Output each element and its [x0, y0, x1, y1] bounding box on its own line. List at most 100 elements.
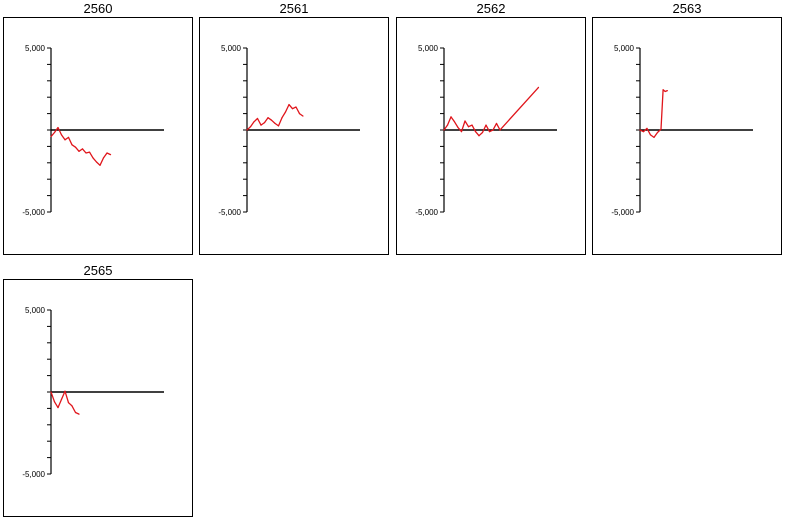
data-point	[246, 129, 248, 131]
data-point	[50, 135, 52, 138]
series-line	[639, 89, 668, 139]
data-point	[492, 129, 494, 131]
data-point	[662, 89, 664, 91]
chart-title: 2565	[83, 263, 113, 278]
data-point	[656, 131, 659, 134]
chart-plot: 5,000 -5,000	[218, 44, 360, 217]
series-line	[443, 86, 539, 137]
y-tick-label: -5,000	[22, 208, 45, 217]
y-tick-label: 5,000	[418, 44, 439, 53]
y-tick-label: -5,000	[611, 208, 634, 217]
data-point	[295, 106, 297, 108]
data-point	[67, 402, 70, 404]
chart-title: 2561	[279, 1, 309, 16]
data-point	[74, 146, 77, 148]
data-point	[481, 131, 484, 134]
chart-panel: 5,000 -5,000	[199, 17, 389, 255]
chart-panel: 5,000 -5,000	[396, 17, 586, 255]
chart-panel: 5,000 -5,000	[3, 17, 193, 255]
data-point	[64, 139, 66, 141]
data-point	[446, 124, 449, 126]
data-point	[642, 131, 645, 133]
data-point	[450, 116, 452, 118]
chart-plot: 5,000 -5,000	[611, 44, 753, 217]
data-point	[274, 122, 276, 125]
data-point	[249, 126, 252, 128]
data-point	[53, 401, 56, 403]
data-point	[660, 128, 662, 130]
data-point	[71, 144, 73, 146]
data-point	[67, 136, 70, 138]
chart-panel: 5,000 -5,000	[3, 279, 193, 517]
data-point	[92, 157, 94, 159]
y-tick-label: -5,000	[415, 208, 438, 217]
data-point	[495, 122, 498, 125]
data-point	[102, 157, 105, 159]
data-point	[281, 117, 283, 119]
data-point	[263, 122, 266, 124]
data-point	[298, 113, 301, 115]
data-point	[485, 124, 487, 126]
y-tick-label: -5,000	[22, 470, 45, 479]
data-point	[256, 117, 259, 120]
y-tick-label: 5,000	[221, 44, 242, 53]
data-point	[88, 151, 91, 153]
data-point	[260, 124, 262, 126]
data-point	[291, 108, 294, 110]
data-point	[106, 152, 108, 154]
data-point	[646, 127, 648, 129]
data-point	[453, 121, 456, 123]
data-point	[649, 134, 652, 136]
chart-panel: 5,000 -5,000	[592, 17, 782, 255]
data-point	[474, 131, 477, 133]
y-tick-label: 5,000	[25, 306, 46, 315]
data-point	[60, 134, 63, 136]
data-point	[78, 413, 80, 415]
data-point	[78, 150, 80, 152]
data-point	[60, 398, 63, 400]
data-point	[53, 131, 56, 134]
data-point	[471, 124, 473, 126]
chart-plot: 5,000 -5,000	[22, 44, 164, 217]
y-tick-label: -5,000	[218, 208, 241, 217]
data-point	[81, 148, 84, 150]
data-point	[664, 90, 666, 93]
data-point	[109, 154, 112, 156]
chart-title: 2562	[476, 1, 506, 16]
y-tick-label: 5,000	[25, 44, 46, 53]
data-point	[277, 125, 280, 127]
y-tick-label: 5,000	[614, 44, 635, 53]
data-point	[464, 120, 466, 122]
series-line	[246, 103, 304, 131]
series-line	[50, 126, 111, 166]
data-point	[443, 129, 445, 131]
data-point	[488, 131, 491, 133]
data-point	[50, 391, 52, 393]
data-point	[267, 117, 269, 119]
data-point	[85, 152, 87, 154]
chart-title: 2563	[672, 1, 702, 16]
data-point	[284, 111, 287, 113]
data-point	[639, 129, 641, 131]
data-point	[467, 126, 470, 128]
data-point	[653, 136, 655, 138]
data-point	[499, 129, 501, 131]
series-line	[50, 390, 80, 415]
data-point	[288, 103, 290, 106]
data-point	[71, 405, 73, 407]
data-point	[74, 411, 77, 414]
data-point	[253, 121, 255, 123]
data-point	[64, 390, 66, 392]
data-point	[95, 161, 98, 163]
data-point	[57, 126, 59, 129]
data-point	[457, 126, 459, 129]
data-point	[57, 406, 59, 409]
data-point	[478, 135, 480, 137]
chart-plot: 5,000 -5,000	[415, 44, 557, 217]
chart-title: 2560	[83, 1, 113, 16]
data-point	[99, 164, 101, 166]
data-point	[666, 90, 668, 92]
chart-plot: 5,000 -5,000	[22, 306, 164, 479]
data-point	[460, 131, 463, 133]
data-point	[270, 119, 273, 121]
